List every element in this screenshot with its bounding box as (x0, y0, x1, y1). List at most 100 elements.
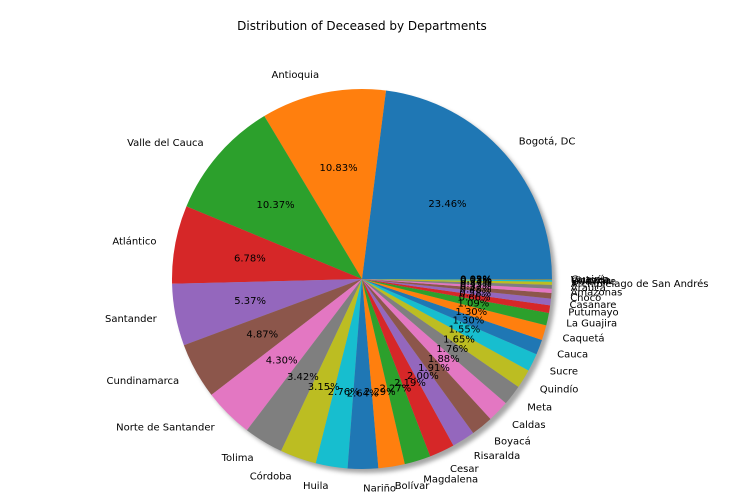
category-label-bogota-dc: Bogotá, DC (519, 135, 576, 147)
pie-slice-la-guajira (362, 279, 549, 326)
percent-label-atlantico: 6.78% (234, 254, 266, 265)
category-label-tolima: Tolima (221, 453, 254, 464)
pie-slice-bolivar (362, 279, 405, 469)
category-label-meta: Meta (527, 402, 552, 413)
category-label-archipielago-de-san-andres: Archipiélago de San Andrés (571, 278, 709, 290)
pie-slice-cordoba (281, 279, 362, 464)
category-label-vaupes: Vaupés (571, 274, 607, 286)
category-label-cundinamarca: Cundinamarca (107, 376, 180, 387)
category-label-santander: Santander (105, 314, 158, 325)
category-label-cordoba: Córdoba (250, 470, 292, 482)
category-label-la-guajira: La Guajira (566, 319, 617, 330)
category-label-choco: Chocó (570, 292, 601, 304)
pie-slice-sucre (362, 279, 537, 371)
percent-label-vichada: 0.05% (460, 275, 492, 286)
percent-label-bogota-dc: 23.46% (428, 199, 466, 210)
pie-slice-vichada (362, 279, 553, 281)
percent-label-antioquia: 10.83% (320, 163, 358, 174)
percent-label-guainia: 0.02% (460, 275, 492, 286)
pie-slice-antioquia (264, 89, 386, 279)
category-label-casanare: Casanare (570, 300, 617, 311)
percent-label-valle-del-cauca: 10.37% (257, 200, 295, 211)
pie-slice-vaupes (362, 279, 553, 280)
pie-slice-archipielago-de-san-andres (362, 279, 552, 285)
pie-slice-atlantico (171, 206, 362, 284)
category-label-vichada: Vichada (571, 276, 611, 287)
category-label-norte-de-santander: Norte de Santander (116, 423, 215, 434)
percent-label-caldas: 1.88% (428, 354, 460, 365)
pie-slice-bogota-dc (362, 90, 552, 280)
category-label-atlantico: Atlántico (112, 235, 156, 247)
category-label-narino: Nariño (363, 484, 396, 495)
percent-label-meta: 1.76% (436, 344, 468, 355)
pie-slice-choco (362, 279, 552, 299)
category-label-guaviare: Guaviare (571, 277, 616, 288)
percent-label-casanare: 0.58% (459, 288, 491, 299)
category-label-valle-del-cauca: Valle del Cauca (127, 138, 204, 149)
percent-label-huila: 2.76% (328, 387, 360, 398)
category-label-boyaca: Boyacá (494, 436, 531, 448)
chart-title: Distribution of Deceased by Departments (237, 19, 487, 33)
percent-label-santander: 5.37% (234, 296, 266, 307)
pie-slice-guaviare (362, 279, 552, 282)
pie-slice-meta (362, 279, 519, 404)
category-label-magdalena: Magdalena (423, 474, 478, 485)
category-label-antioquia: Antioquia (272, 70, 320, 81)
pie-slice-cesar (362, 279, 454, 457)
percent-label-choco: 0.48% (460, 285, 492, 296)
pie-slice-quindio (362, 279, 529, 387)
category-label-risaralda: Risaralda (474, 451, 521, 462)
category-label-putumayo: Putumayo (568, 308, 618, 319)
pie-slice-risaralda (362, 279, 474, 446)
pie-slice-norte-de-santander (211, 279, 362, 431)
percent-label-narino: 2.64% (347, 389, 379, 400)
percent-label-vaupes: 0.03% (460, 275, 492, 286)
percent-label-archipielago-de-san-andres: 0.27% (460, 277, 492, 288)
percent-label-caqueta: 1.30% (455, 307, 487, 318)
percent-label-guaviare: 0.13% (460, 276, 492, 287)
pie-slice-cundinamarca (183, 279, 362, 395)
pie-slice-boyaca (362, 279, 491, 434)
percent-label-cundinamarca: 4.87% (246, 330, 278, 341)
percent-label-arauca: 0.33% (460, 279, 492, 290)
category-label-cesar: Cesar (450, 464, 479, 475)
pie-slice-valle-del-cauca (186, 116, 362, 279)
category-label-bolivar: Bolívar (395, 480, 431, 492)
pie-slice-magdalena (362, 279, 431, 465)
category-label-sucre: Sucre (550, 366, 578, 377)
pie-slice-cauca (362, 279, 542, 355)
category-label-quindio: Quindío (540, 383, 579, 395)
pie-slice-huila (315, 279, 362, 469)
category-label-arauca: Arauca (571, 283, 606, 294)
percent-label-risaralda: 2.00% (407, 371, 439, 382)
category-label-caldas: Caldas (512, 420, 546, 431)
percent-label-bolivar: 2.29% (364, 387, 396, 398)
category-label-guainia: Guainía (571, 274, 609, 286)
category-label-huila: Huila (303, 481, 329, 492)
pie-slice-casanare (362, 279, 551, 306)
category-label-cauca: Cauca (557, 350, 588, 361)
category-label-caqueta: Caquetá (563, 333, 605, 345)
pie-slice-amazonas (362, 279, 552, 294)
pie-slice-caqueta (362, 279, 547, 341)
percent-label-amazonas: 0.37% (460, 282, 492, 293)
percent-label-cauca: 1.30% (453, 315, 485, 326)
percent-labels: 23.46% 10.83% 10.37% 6.78% 5.37% 4.87% 4.30% 3.… (234, 163, 492, 400)
pie-slice-arauca (362, 279, 552, 289)
pie-slice-caldas (362, 279, 506, 419)
pie-slices (171, 89, 553, 469)
percent-label-cordoba: 3.15% (308, 382, 340, 393)
percent-label-tolima: 3.42% (287, 372, 319, 383)
percent-label-sucre: 1.55% (449, 325, 481, 336)
pie-slice-putumayo (362, 279, 551, 313)
pie-slice-tolima (246, 279, 362, 451)
percent-label-boyaca: 1.91% (418, 363, 450, 374)
pie-slice-santander (172, 279, 362, 346)
percent-label-la-guajira: 1.09% (458, 299, 490, 310)
percent-label-cesar: 2.19% (394, 378, 426, 389)
category-label-amazonas: Amazonas (571, 288, 623, 299)
percent-label-norte-de-santander: 4.30% (266, 355, 298, 366)
percent-label-magdalena: 2.27% (380, 384, 412, 395)
percent-label-quindio: 1.65% (443, 334, 475, 345)
